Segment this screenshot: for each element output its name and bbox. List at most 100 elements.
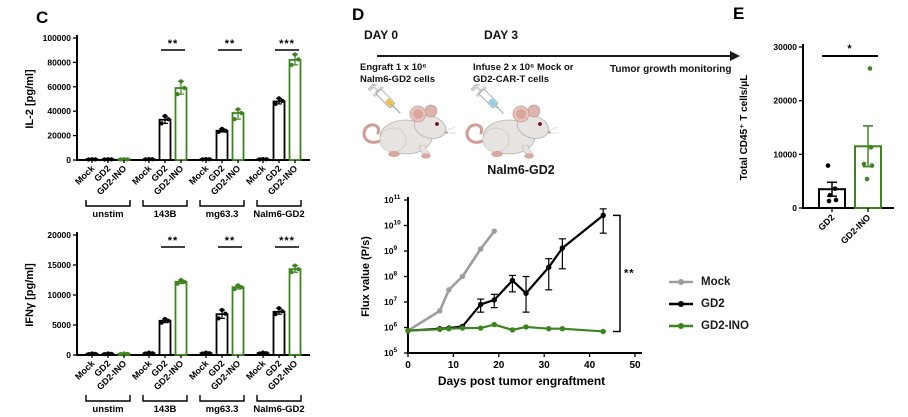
data-point — [477, 325, 484, 331]
data-point — [118, 352, 123, 357]
significance-bracket — [613, 214, 621, 333]
svg-text:143B: 143B — [154, 209, 177, 220]
group-bracket — [85, 200, 131, 207]
data-point — [178, 79, 184, 84]
data-point — [546, 325, 552, 332]
group-bracket — [256, 395, 302, 402]
svg-text:40000: 40000 — [47, 106, 71, 116]
data-point — [867, 66, 873, 71]
data-point — [105, 351, 111, 356]
svg-text:GD2-INO: GD2-INO — [839, 212, 873, 246]
bar-143B-GD2 — [158, 118, 172, 161]
significance-stars: ** — [168, 235, 179, 247]
legend-item-GD2-INO: GD2-INO — [668, 315, 749, 337]
panel-d-label: D — [352, 5, 365, 24]
data-point — [102, 157, 107, 162]
data-point — [257, 351, 262, 356]
panel-e-label: E — [733, 4, 745, 23]
data-point — [235, 283, 241, 288]
bar-Nalm6-GD2-GD2-INO — [288, 268, 302, 356]
syringe-icon — [470, 84, 504, 114]
legend-item-Mock: Mock — [668, 271, 749, 293]
data-point — [833, 197, 839, 203]
data-point — [600, 328, 606, 335]
bar-Nalm6-GD2-GD2 — [272, 310, 286, 356]
data-point — [239, 110, 244, 116]
svg-text:GD2: GD2 — [816, 212, 836, 232]
svg-text:20: 20 — [493, 360, 505, 371]
data-point — [143, 351, 148, 356]
data-point — [446, 325, 452, 332]
data-point — [477, 246, 484, 252]
timeline-day0-label: DAY 0 — [364, 28, 399, 42]
data-point — [825, 163, 831, 168]
data-point — [289, 270, 294, 275]
data-point — [121, 351, 127, 356]
svg-text:Flux value (P/s): Flux value (P/s) — [360, 236, 372, 317]
data-point — [296, 267, 301, 272]
data-point — [146, 157, 152, 162]
significance-stars: ** — [168, 38, 179, 50]
data-point — [102, 352, 107, 357]
data-point — [257, 157, 262, 162]
svg-text:107: 107 — [384, 296, 397, 307]
data-point — [109, 351, 114, 356]
flux-line-chart: 105 106 107 108 109 1010 1011 0 10 20 30 40 50 Days p… — [360, 194, 642, 388]
data-point — [182, 85, 187, 91]
cd45-plot: 0 10000 20000 30000 Total CD45⁺ T cells/μL GD… — [739, 42, 894, 246]
data-point — [223, 128, 228, 133]
svg-text:100000: 100000 — [43, 33, 72, 43]
bar-mg63.3-GD2-INO — [231, 286, 245, 356]
legend-label: GD2-INO — [701, 320, 749, 332]
data-point — [143, 157, 148, 162]
mouse-icon — [362, 84, 456, 159]
infuse-text: Infuse 2 x 10⁶ Mock or GD2-CAR-T cells — [473, 62, 574, 85]
data-point — [200, 157, 205, 162]
data-point — [166, 117, 171, 122]
data-point — [150, 157, 155, 162]
data-point — [276, 96, 282, 101]
svg-text:5000: 5000 — [52, 320, 71, 330]
group-bracket — [142, 200, 188, 207]
significance-stars: *** — [279, 235, 295, 247]
data-point — [216, 129, 221, 135]
data-point — [491, 297, 497, 303]
svg-text:0: 0 — [66, 155, 71, 165]
data-point — [162, 113, 168, 119]
svg-text:10000: 10000 — [773, 149, 797, 159]
data-point — [826, 198, 832, 204]
group-bracket — [199, 200, 245, 207]
group-bracket — [85, 395, 131, 402]
monitoring-text: Tumor growth monitoring — [610, 64, 732, 75]
svg-text:143B: 143B — [154, 404, 177, 415]
svg-text:unstim: unstim — [92, 209, 123, 220]
engraft-text: Engraft 1 x 10⁶ Nalm6-GD2 cells — [360, 62, 435, 85]
data-point — [292, 263, 298, 268]
data-point — [296, 57, 301, 62]
data-point — [200, 351, 205, 356]
data-point — [239, 285, 244, 290]
bar-143B-GD2 — [158, 319, 172, 356]
data-point — [289, 62, 294, 67]
data-point — [437, 308, 443, 314]
data-point — [219, 307, 225, 313]
data-point — [146, 350, 152, 355]
svg-text:1011: 1011 — [384, 194, 401, 205]
legend-label: GD2 — [701, 298, 725, 310]
syringe-icon — [367, 84, 401, 114]
legend-marker-icon — [669, 301, 693, 307]
group-bracket — [256, 200, 302, 207]
mouse-syringe-engraft-icon — [362, 84, 456, 159]
svg-text:30: 30 — [539, 360, 551, 371]
data-point — [93, 157, 98, 162]
data-point — [232, 117, 237, 122]
data-point — [832, 186, 838, 191]
svg-text:IFNγ [pg/ml]: IFNγ [pg/ml] — [24, 263, 36, 327]
data-point — [264, 351, 269, 356]
data-point — [292, 52, 298, 57]
data-point — [86, 352, 91, 357]
data-point — [827, 192, 833, 198]
